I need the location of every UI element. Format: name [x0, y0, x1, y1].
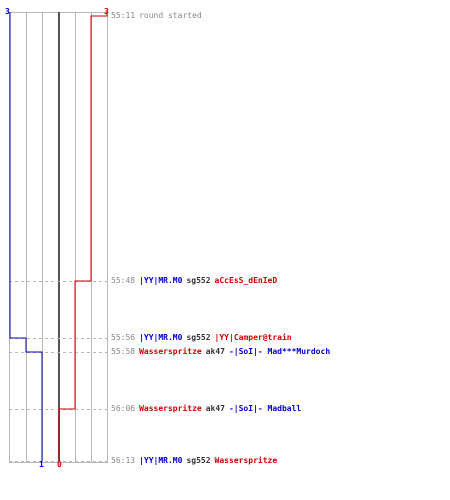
event-weapon: sg552 [186, 276, 211, 285]
event-weapon: sg552 [186, 333, 211, 342]
blue-start-count: 3 [5, 7, 10, 16]
event-time: 55:48 [111, 276, 136, 285]
event-killer: |YY|MR.M0 [139, 333, 183, 342]
event-time: 55:58 [111, 347, 136, 356]
event-time: 56:06 [111, 404, 136, 413]
event-note: round started [139, 11, 202, 20]
event-victim: -|SoI|- Mad***Murdoch [228, 347, 331, 356]
event-time: 55:11 [111, 11, 136, 20]
event-weapon: sg552 [186, 456, 211, 465]
event-row: 55:56 |YY|MR.M0 sg552 |YY|Camper@train [111, 332, 296, 344]
event-weapon: ak47 [205, 404, 225, 413]
event-killer: Wasserspritze [139, 347, 202, 356]
blue-team-line [9, 12, 43, 461]
event-killer: |YY|MR.M0 [139, 456, 183, 465]
event-victim: aCcEsS_dEnIeD [214, 276, 278, 285]
event-weapon: ak47 [205, 347, 225, 356]
event-time: 56:13 [111, 456, 136, 465]
event-row: 55:58 Wasserspritze ak47 -|SoI|- Mad***Murd… [111, 346, 334, 358]
blue-end-count: 1 [39, 460, 44, 469]
red-end-count: 0 [57, 460, 62, 469]
event-row: 55:11 round started [111, 10, 206, 22]
event-row: 55:48 |YY|MR.M0 sg552 aCcEsS_dEnIeD [111, 275, 281, 287]
event-victim: Wasserspritze [214, 456, 278, 465]
event-killer: |YY|MR.M0 [139, 276, 183, 285]
event-row: 56:13 |YY|MR.M0 sg552 Wasserspritze [111, 455, 281, 467]
event-victim: |YY|Camper@train [214, 333, 292, 342]
red-team-line [58, 12, 108, 461]
event-victim: -|SoI|- Madball [228, 404, 302, 413]
event-time: 55:56 [111, 333, 136, 342]
red-start-count: 3 [104, 7, 109, 16]
event-row: 56:06 Wasserspritze ak47 -|SoI|- Madball [111, 403, 305, 415]
event-killer: Wasserspritze [139, 404, 202, 413]
